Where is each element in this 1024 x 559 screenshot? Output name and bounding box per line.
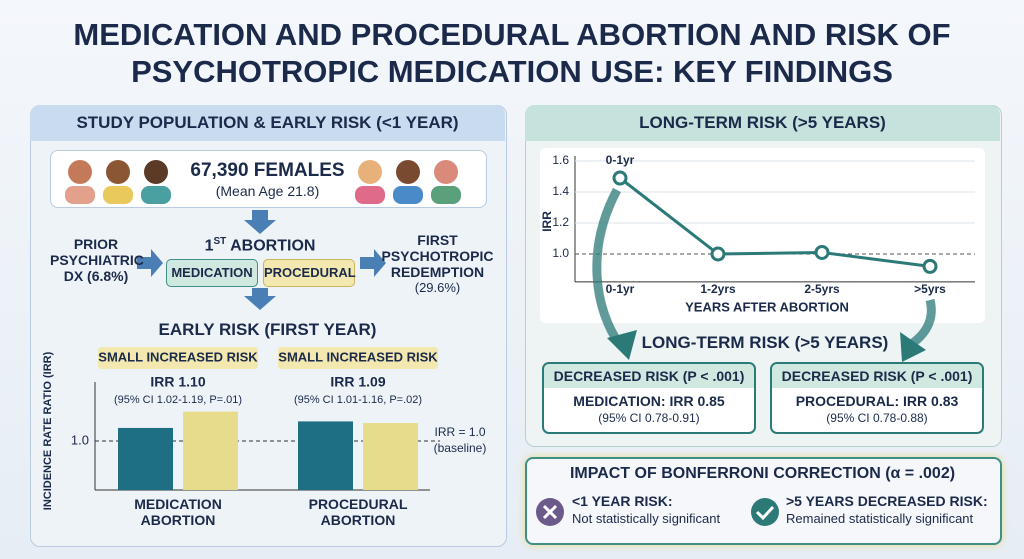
badge: SMALL INCREASED RISK: [98, 349, 258, 364]
y-tick-label: 1.6: [552, 153, 569, 167]
subtitle: LONG-TERM RISK (>5 YEARS): [641, 333, 889, 352]
bar: [183, 411, 238, 490]
check-icon: [751, 498, 779, 526]
bonferroni-note: Not statistically significant: [572, 511, 721, 526]
group-ci: (95% CI 1.02-1.19, P=.01): [114, 394, 242, 406]
arrow: [244, 288, 276, 310]
finding-ci: (95% CI 0.78-0.91): [598, 411, 700, 425]
x-tick-label: PROCEDURAL ABORTION: [309, 496, 408, 528]
y-axis-label: INCIDENCE RATE RATIO (IRR): [42, 351, 54, 510]
flow-arrows: [137, 210, 386, 310]
y-axis-label: IRR: [540, 211, 554, 232]
ordinal-suffix: ST: [213, 236, 227, 247]
arrow: [592, 187, 624, 348]
line: [619, 176, 931, 268]
long-term-chart: IRR YEARS AFTER ABORTION 1.0 1.2 1.4 1.6 0-1yr…: [540, 153, 975, 314]
callout-arrows: [592, 187, 936, 362]
person-icon: [103, 160, 133, 204]
bonferroni-heading: >5 YEARS DECREASED RISK:: [786, 493, 988, 509]
cross-icon: [536, 498, 564, 526]
point: [922, 258, 938, 274]
finding-irr: MEDICATION: IRR 0.85: [573, 393, 725, 409]
mean-age: (Mean Age 21.8): [215, 183, 320, 199]
person-icon: [431, 160, 461, 204]
panel-header: STUDY POPULATION & EARLY RISK (<1 YEAR): [30, 105, 505, 141]
x-axis-label: YEARS AFTER ABORTION: [685, 299, 849, 314]
arrow: [900, 332, 926, 362]
x-tick-label: 2-5yrs: [804, 282, 840, 296]
bonferroni-title: IMPACT OF BONFERRONI CORRECTION (α = .00…: [569, 465, 956, 482]
finding-status: DECREASED RISK (P < .001): [544, 364, 754, 388]
bar: [298, 421, 353, 490]
group-irr: IRR 1.09: [330, 374, 385, 390]
arrow: [607, 330, 637, 360]
outcome-share: (29.6%): [414, 280, 461, 295]
reference-note: (baseline): [434, 441, 487, 455]
point: [814, 244, 830, 260]
person-icon: [355, 160, 385, 204]
abortion-text: ABORTION: [230, 237, 316, 255]
finding-ci: (95% CI 0.78-0.88): [826, 411, 928, 425]
ordinal: 1: [204, 237, 214, 255]
arrow: [137, 249, 163, 277]
person-icon: [393, 160, 423, 204]
x-tick-label: 1-2yrs: [700, 282, 736, 296]
annotation: 0-1yr: [606, 153, 635, 167]
arrow: [360, 249, 386, 277]
y-tick-label: 1.4: [552, 184, 569, 198]
outcome: FIRST PSYCHOTROPIC REDEMPTION: [381, 232, 494, 280]
group-ci: (95% CI 1.01-1.16, P=.02): [294, 394, 422, 406]
badge-bg: [98, 347, 258, 369]
badge-bg: [278, 347, 438, 369]
point: [710, 246, 726, 262]
person-icon: [65, 160, 95, 204]
people-icons: [65, 160, 461, 204]
title: MEDICATION AND PROCEDURAL ABORTION AND R…: [73, 17, 951, 89]
type-badge: PROCEDURAL: [263, 259, 356, 287]
bonferroni-note: Remained statistically significant: [786, 511, 974, 526]
badge: SMALL INCREASED RISK: [278, 349, 438, 364]
x-tick-label: >5yrs: [914, 282, 946, 296]
group-irr: IRR 1.10: [150, 374, 205, 390]
type-badge: MEDICATION: [166, 259, 258, 287]
panel-header: LONG-TERM RISK (>5 YEARS): [525, 105, 1000, 141]
bar: [118, 427, 173, 490]
x-tick-label: MEDICATION ABORTION: [134, 496, 222, 528]
finding-irr: PROCEDURAL: IRR 0.83: [795, 393, 959, 409]
population-count: 67,390 FEMALES: [190, 160, 345, 181]
abortion-label: 1ST ABORTION: [175, 236, 345, 255]
y-tick-label: 1.2: [552, 215, 569, 229]
chart-title: EARLY RISK (FIRST YEAR): [158, 320, 377, 339]
person-icon: [141, 160, 171, 204]
y-tick-label: 1.0: [552, 246, 569, 260]
bonferroni-heading: <1 YEAR RISK:: [572, 493, 673, 509]
early-risk-chart: INCIDENCE RATE RATIO (IRR) 1.0 IRR = 1.0 (b…: [42, 347, 487, 528]
bar: [363, 423, 418, 490]
reference-label: IRR = 1.0: [434, 425, 485, 439]
x-tick-label: 0-1yr: [606, 282, 635, 296]
y-tick-label: 1.0: [71, 432, 89, 447]
point: [612, 170, 628, 186]
status-icons: [536, 498, 779, 526]
finding-status: DECREASED RISK (P < .001): [772, 364, 982, 388]
prior-dx: PRIOR PSYCHIATRIC DX (6.8%): [50, 236, 144, 284]
arrow: [244, 210, 276, 234]
